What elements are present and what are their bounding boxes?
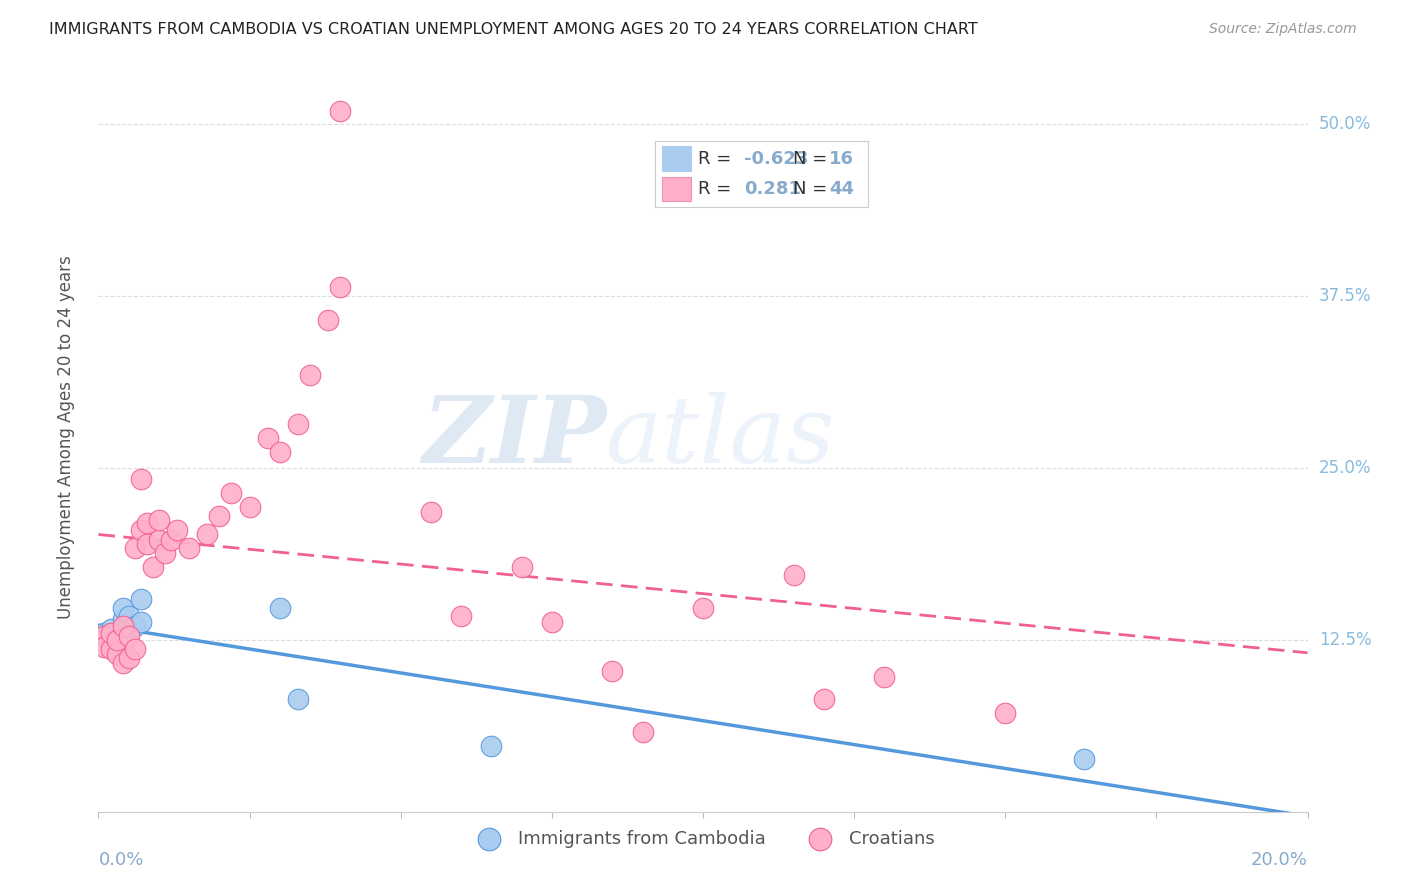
Point: [179, 541, 201, 555]
Text: -0.623: -0.623: [744, 150, 808, 168]
Point: [100, 622, 122, 636]
Point: [813, 692, 835, 706]
Point: [135, 516, 157, 530]
Point: [221, 485, 243, 500]
Point: [135, 536, 157, 550]
Point: [450, 609, 472, 624]
Text: 16: 16: [830, 150, 855, 168]
Text: IMMIGRANTS FROM CAMBODIA VS CROATIAN UNEMPLOYMENT AMONG AGES 20 TO 24 YEARS CORR: IMMIGRANTS FROM CAMBODIA VS CROATIAN UNE…: [49, 22, 979, 37]
Text: 20.0%: 20.0%: [1251, 851, 1308, 869]
Point: [118, 650, 141, 665]
Point: [166, 523, 188, 537]
Point: [287, 417, 309, 431]
Text: 50.0%: 50.0%: [1319, 115, 1371, 133]
Point: [873, 670, 896, 684]
Point: [93, 640, 115, 654]
Point: [299, 368, 322, 382]
Text: Source: ZipAtlas.com: Source: ZipAtlas.com: [1209, 22, 1357, 37]
Point: [111, 619, 134, 633]
Text: N =: N =: [793, 180, 834, 198]
Point: [100, 626, 122, 640]
Point: [1073, 752, 1095, 766]
Point: [111, 657, 134, 671]
Point: [118, 609, 141, 624]
Point: [93, 629, 115, 643]
Point: [329, 279, 352, 293]
Point: [148, 513, 170, 527]
Point: [105, 626, 128, 640]
Point: [118, 626, 141, 640]
Bar: [662, 177, 692, 202]
Text: 12.5%: 12.5%: [1319, 631, 1371, 648]
Point: [111, 612, 134, 626]
Point: [160, 533, 183, 547]
Point: [540, 615, 562, 629]
Text: N =: N =: [793, 150, 834, 168]
Point: [111, 642, 134, 657]
Point: [316, 312, 339, 326]
Text: 37.5%: 37.5%: [1319, 287, 1371, 305]
Text: 25.0%: 25.0%: [1319, 459, 1371, 477]
Y-axis label: Unemployment Among Ages 20 to 24 years: Unemployment Among Ages 20 to 24 years: [56, 255, 75, 619]
Point: [510, 560, 533, 574]
Point: [100, 629, 122, 643]
Point: [105, 647, 128, 661]
Point: [631, 725, 654, 739]
Bar: [662, 146, 692, 170]
Point: [129, 615, 152, 629]
Point: [129, 523, 152, 537]
Point: [148, 533, 170, 547]
Point: [124, 619, 146, 633]
Text: ZIP: ZIP: [422, 392, 606, 482]
Point: [256, 431, 278, 445]
Point: [420, 505, 443, 519]
Point: [142, 560, 165, 574]
Point: [124, 642, 146, 657]
Point: [153, 546, 176, 560]
Point: [692, 601, 714, 615]
Text: 44: 44: [830, 180, 855, 198]
Point: [105, 632, 128, 647]
Point: [111, 601, 134, 615]
Point: [124, 541, 146, 555]
Legend: Immigrants from Cambodia, Croatians: Immigrants from Cambodia, Croatians: [464, 822, 942, 855]
Text: R =: R =: [697, 150, 737, 168]
Point: [195, 527, 218, 541]
Point: [994, 706, 1017, 720]
Text: R =: R =: [697, 180, 737, 198]
Text: 0.281: 0.281: [744, 180, 801, 198]
Point: [129, 472, 152, 486]
Point: [105, 632, 128, 647]
Point: [329, 103, 352, 118]
Point: [239, 500, 262, 514]
Point: [208, 509, 231, 524]
Text: 0.0%: 0.0%: [98, 851, 143, 869]
Point: [602, 665, 624, 679]
Point: [118, 629, 141, 643]
Point: [93, 626, 115, 640]
Point: [783, 568, 806, 582]
Point: [129, 591, 152, 606]
Point: [269, 601, 291, 615]
Point: [269, 444, 291, 458]
Text: atlas: atlas: [606, 392, 835, 482]
Point: [100, 642, 122, 657]
Point: [481, 739, 503, 753]
Point: [287, 692, 309, 706]
